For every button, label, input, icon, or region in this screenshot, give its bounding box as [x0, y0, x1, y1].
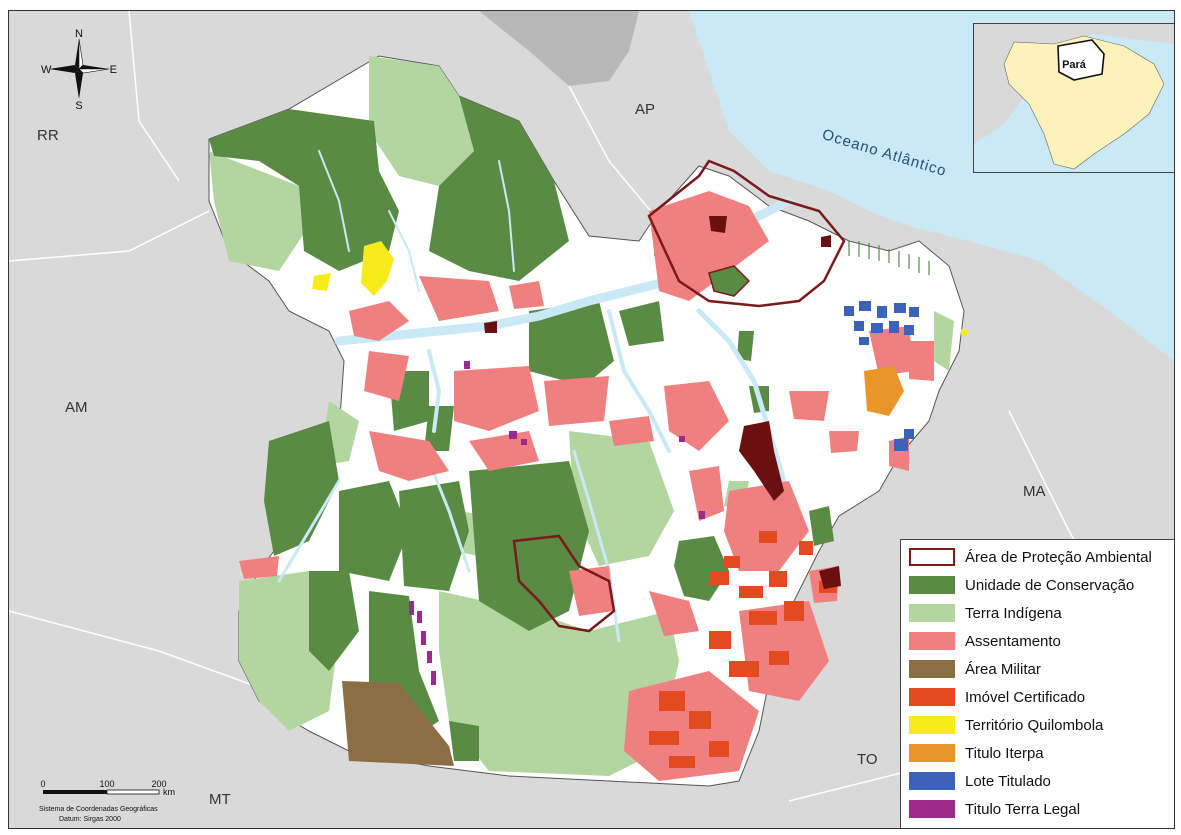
area-militar: [342, 681, 454, 766]
legend-item: Território Quilombola: [909, 714, 1103, 736]
legend-swatch: [909, 660, 955, 678]
scale-tick-200: 200: [151, 779, 166, 789]
foreign-land: [9, 11, 639, 86]
scale-tick-100: 100: [99, 779, 114, 789]
legend-label: Assentamento: [965, 632, 1061, 650]
legend-item: Titulo Terra Legal: [909, 798, 1080, 820]
compass-w: W: [41, 64, 52, 76]
legend-swatch: [909, 772, 955, 790]
legend-swatch: [909, 800, 955, 818]
legend-swatch: [909, 716, 955, 734]
apa-outlines: [512, 159, 846, 633]
scale-tick-0: 0: [40, 779, 45, 789]
legend-label: Titulo Terra Legal: [965, 800, 1081, 818]
lote-titulado-areas: [844, 301, 919, 451]
titulo-iterpa-areas: [864, 366, 904, 416]
scale-bar: 0 100 200 km Sistema de Coordenadas Geog…: [39, 779, 175, 823]
inset-para-shape: [1057, 39, 1105, 81]
titulo-terra-legal-areas: [409, 361, 705, 685]
label-ap: AP: [635, 101, 656, 118]
legend-swatch: [909, 744, 955, 762]
unidade-conservacao-areas: [209, 96, 834, 761]
legend-item: Área Militar: [909, 658, 1041, 680]
legend-label: Terra Indígena: [965, 604, 1062, 622]
scale-note-1: Sistema de Coordenadas Geográficas: [39, 806, 158, 813]
legend-label: Imóvel Certificado: [965, 688, 1086, 706]
legend-label: Área Militar: [965, 660, 1041, 678]
legend-item: Unidade de Conservação: [909, 574, 1134, 596]
legend-item: Imóvel Certificado: [909, 686, 1085, 708]
scale-note-2: Datum: Sirgas 2000: [59, 816, 121, 823]
legend-label: Lote Titulado: [965, 772, 1051, 790]
compass-n: N: [75, 29, 83, 40]
legend: Área de Proteção Ambiental Unidade de Con…: [900, 539, 1174, 828]
compass-s: S: [75, 100, 82, 109]
legend-item: Titulo Iterpa: [909, 742, 1044, 764]
legend-swatch: [909, 548, 955, 566]
legend-item: Área de Proteção Ambiental: [909, 546, 1152, 568]
legend-item: Terra Indígena: [909, 602, 1062, 624]
coastal-vegetation: [848, 241, 930, 275]
apa-solid-areas: [484, 216, 841, 589]
legend-label: Unidade de Conservação: [965, 576, 1135, 594]
label-to: TO: [857, 751, 878, 768]
legend-item: Assentamento: [909, 630, 1061, 652]
inset-svg: Pará: [974, 24, 1174, 172]
legend-swatch: [909, 576, 955, 594]
legend-swatch: [909, 604, 955, 622]
legend-swatch: [909, 688, 955, 706]
inset-map: Pará: [973, 23, 1174, 173]
legend-swatch: [909, 632, 955, 650]
label-am: AM: [65, 399, 88, 416]
legend-label: Área de Proteção Ambiental: [965, 548, 1152, 566]
scale-unit: km: [163, 787, 175, 797]
legend-label: Titulo Iterpa: [965, 744, 1044, 762]
label-mt: MT: [209, 791, 231, 808]
label-rr: RR: [37, 127, 59, 144]
territorio-quilombola-areas: [312, 241, 967, 335]
legend-item: Lote Titulado: [909, 770, 1051, 792]
legend-label: Território Quilombola: [965, 716, 1104, 734]
compass-rose-icon: N S E W: [41, 29, 117, 109]
inset-label: Pará: [1062, 59, 1087, 71]
imovel-certificado-areas: [649, 531, 837, 768]
label-ma: MA: [1023, 483, 1046, 500]
apa-interior-uc: [708, 265, 751, 297]
compass-e: E: [110, 64, 117, 76]
map-frame: RR AP AM MA TO MT Oceano Atlântico N S E…: [8, 10, 1175, 829]
